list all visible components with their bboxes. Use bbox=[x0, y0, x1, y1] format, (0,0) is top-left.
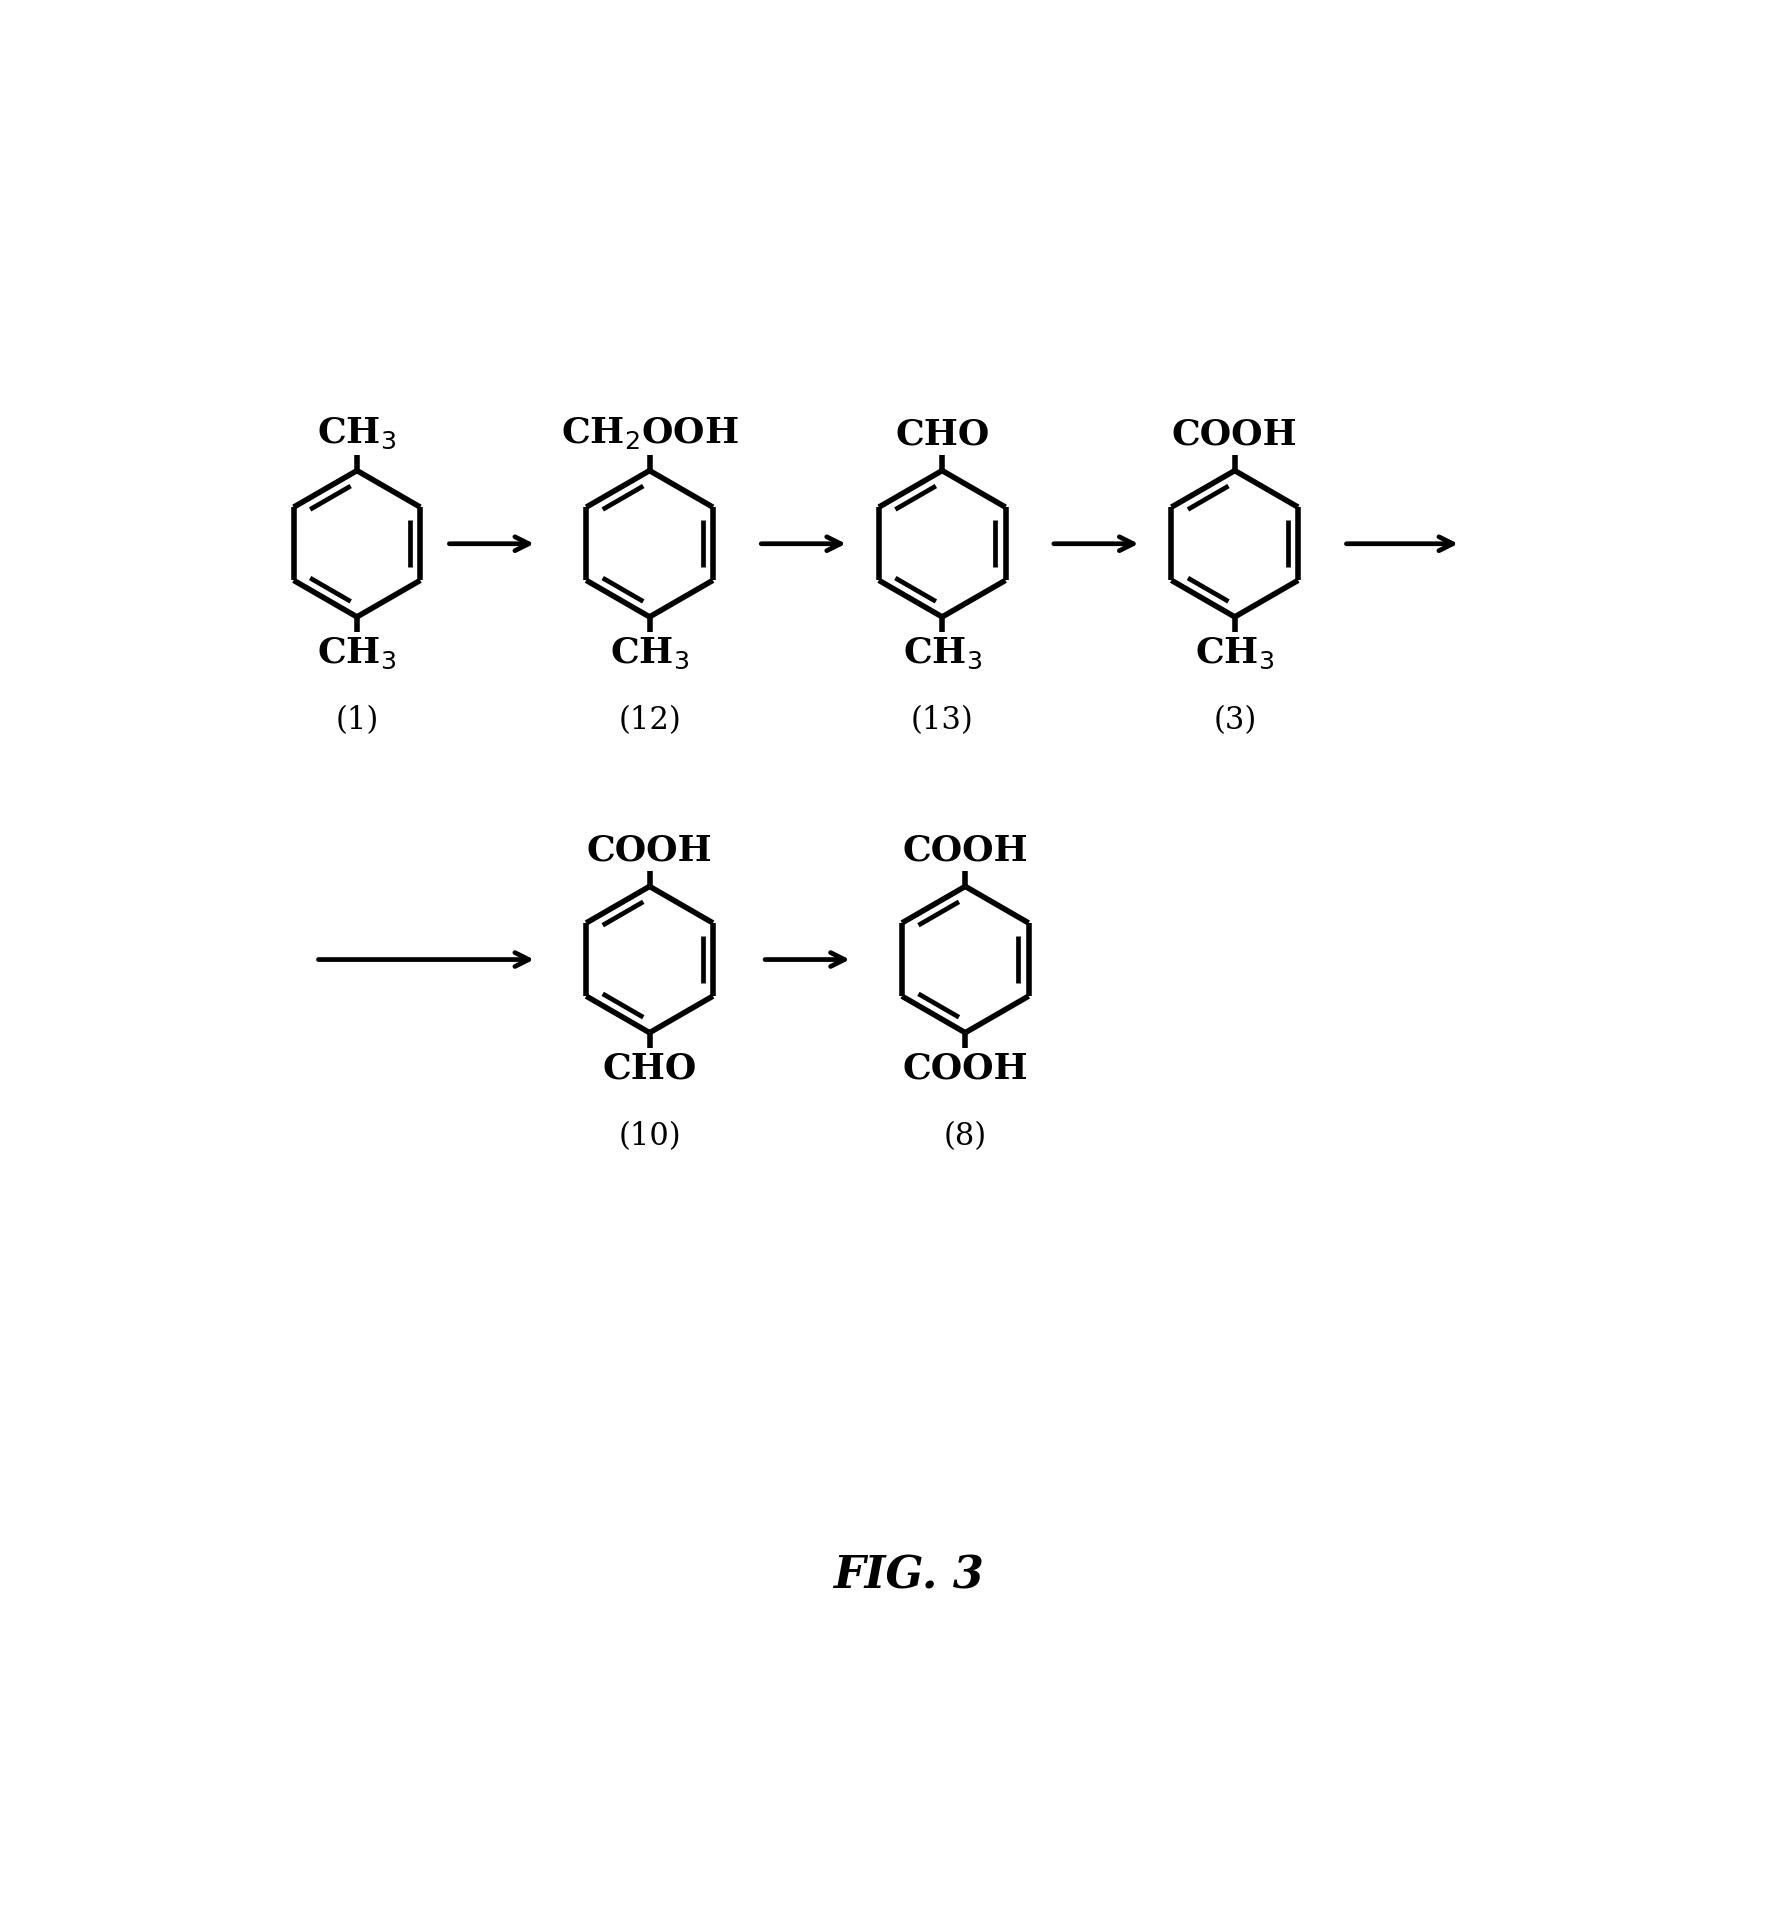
Text: CH$_3$: CH$_3$ bbox=[902, 636, 982, 672]
Text: CHO: CHO bbox=[603, 1052, 697, 1086]
Text: CH$_3$: CH$_3$ bbox=[317, 416, 397, 451]
Text: COOH: COOH bbox=[1172, 418, 1298, 451]
Text: COOH: COOH bbox=[902, 1052, 1028, 1086]
Text: CH$_3$: CH$_3$ bbox=[610, 636, 690, 672]
Text: (13): (13) bbox=[911, 705, 973, 736]
Text: COOH: COOH bbox=[587, 834, 713, 867]
Text: CHO: CHO bbox=[895, 418, 989, 451]
Text: (1): (1) bbox=[335, 705, 379, 736]
Text: (12): (12) bbox=[619, 705, 681, 736]
Text: CH$_3$: CH$_3$ bbox=[317, 636, 397, 672]
Text: COOH: COOH bbox=[902, 834, 1028, 867]
Text: (3): (3) bbox=[1213, 705, 1257, 736]
Text: (10): (10) bbox=[619, 1121, 681, 1152]
Text: FIG. 3: FIG. 3 bbox=[833, 1554, 984, 1597]
Text: CH$_3$: CH$_3$ bbox=[1195, 636, 1275, 672]
Text: CH$_2$OOH: CH$_2$OOH bbox=[560, 416, 738, 451]
Text: (8): (8) bbox=[943, 1121, 988, 1152]
